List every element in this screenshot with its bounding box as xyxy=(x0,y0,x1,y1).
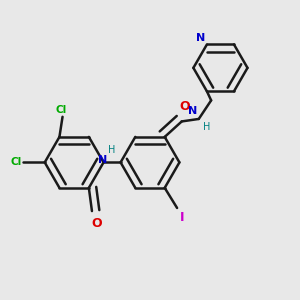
Text: O: O xyxy=(91,217,101,230)
Text: H: H xyxy=(203,122,211,132)
Text: N: N xyxy=(196,33,206,43)
Text: Cl: Cl xyxy=(56,105,67,115)
Text: I: I xyxy=(180,211,185,224)
Text: H: H xyxy=(108,145,116,154)
Text: N: N xyxy=(98,155,107,165)
Text: Cl: Cl xyxy=(10,158,22,167)
Text: O: O xyxy=(180,100,190,113)
Text: N: N xyxy=(188,106,197,116)
